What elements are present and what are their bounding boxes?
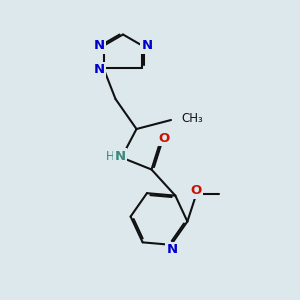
Text: O: O (158, 131, 170, 145)
Text: N: N (94, 39, 105, 52)
Text: N: N (141, 39, 152, 52)
Text: H: H (106, 149, 115, 163)
Text: CH₃: CH₃ (182, 112, 203, 125)
Text: O: O (190, 184, 202, 197)
Text: N: N (114, 149, 126, 163)
Text: N: N (167, 243, 178, 256)
Text: N: N (94, 63, 105, 76)
